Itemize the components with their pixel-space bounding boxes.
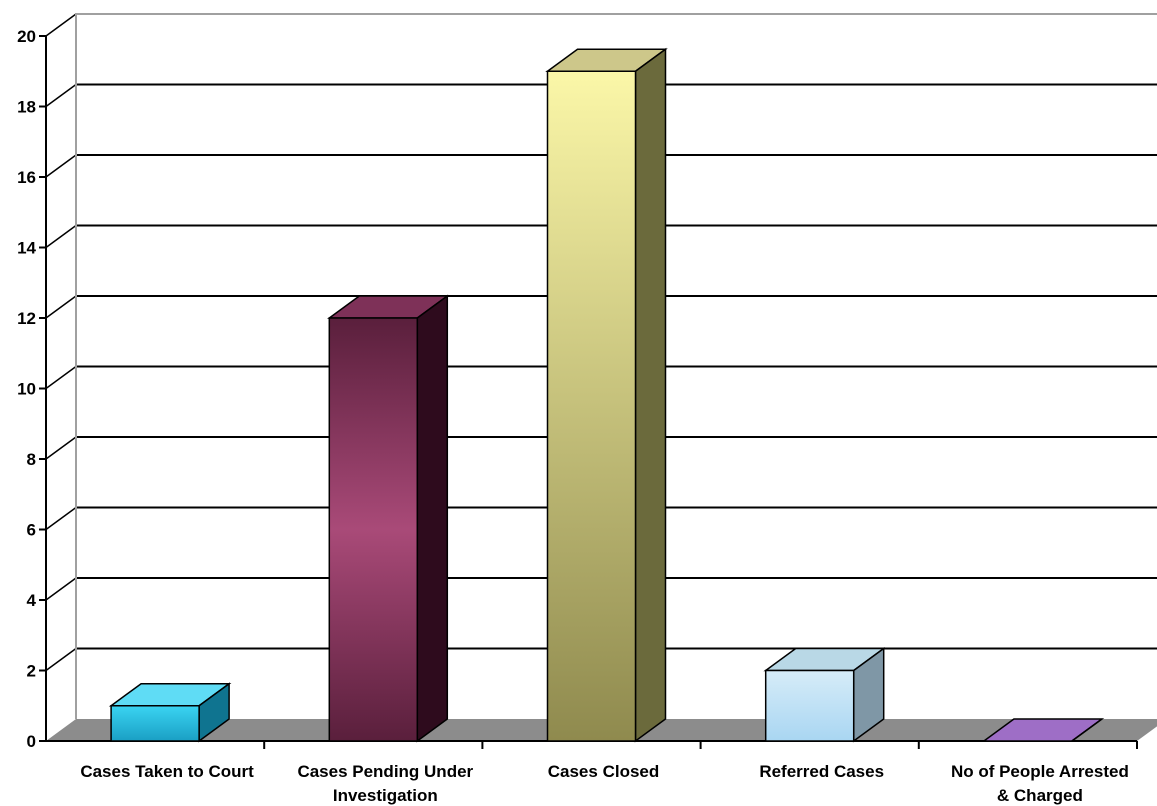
category-label: Referred Cases: [759, 762, 884, 781]
y-tick-label: 12: [17, 309, 36, 328]
bar-side-face: [634, 47, 667, 743]
y-tick-label: 8: [27, 450, 36, 469]
y-tick-label: 10: [17, 380, 36, 399]
y-tick-label: 14: [17, 239, 36, 258]
bar-front-face: [764, 669, 855, 742]
category-label-line: Investigation: [333, 786, 438, 805]
category-labels: Cases Taken to Court Cases Pending Under I…: [80, 762, 1129, 805]
bar-side-face: [1071, 718, 1103, 742]
category-label: Cases Closed: [548, 762, 660, 781]
x-axis-ticks: [263, 741, 1138, 749]
category-label-line: Cases Pending Under: [297, 762, 473, 781]
category-label-line: Cases Taken to Court: [80, 762, 254, 781]
y-tick-label: 0: [27, 732, 36, 751]
gridline-diagonal: [45, 83, 77, 108]
bar-side-face: [416, 294, 449, 743]
bar: [108, 682, 232, 743]
category-label: Cases Pending Under Investigation: [297, 762, 473, 805]
y-tick-label: 6: [27, 521, 36, 540]
gridline-diagonal: [45, 365, 77, 390]
y-tick-label: 16: [17, 168, 36, 187]
category-label-line: No of People Arrested: [951, 762, 1129, 781]
category-label-line: & Charged: [997, 786, 1083, 805]
bar: [763, 647, 886, 743]
category-label: No of People Arrested & Charged: [951, 762, 1129, 805]
category-label: Cases Taken to Court: [80, 762, 254, 781]
gridline-diagonal: [45, 647, 77, 672]
gridline-diagonal: [45, 436, 77, 460]
y-tick-label: 4: [27, 591, 37, 610]
bar-front-face: [546, 70, 637, 742]
gridline-diagonal: [45, 13, 77, 37]
bar: [981, 718, 1105, 742]
y-tick-label: 18: [17, 98, 36, 117]
bars: [108, 47, 1105, 743]
y-tick-label: 2: [27, 662, 36, 681]
bar-front-face: [110, 705, 200, 742]
gridline-diagonal: [45, 506, 77, 531]
category-label-line: Cases Closed: [548, 762, 660, 781]
bar: [545, 47, 668, 743]
y-tick-label: 20: [17, 27, 36, 46]
y-axis-ticks: 0 2 4 6 8 10 12 14 16 18 20: [17, 27, 46, 751]
category-label-line: Referred Cases: [759, 762, 884, 781]
gridline-diagonal: [45, 577, 77, 601]
gridline-diagonal: [45, 154, 77, 178]
bar-front-face: [328, 317, 419, 742]
bar: [327, 294, 450, 743]
gridline-diagonal: [45, 224, 77, 249]
gridline-diagonal: [45, 295, 77, 319]
